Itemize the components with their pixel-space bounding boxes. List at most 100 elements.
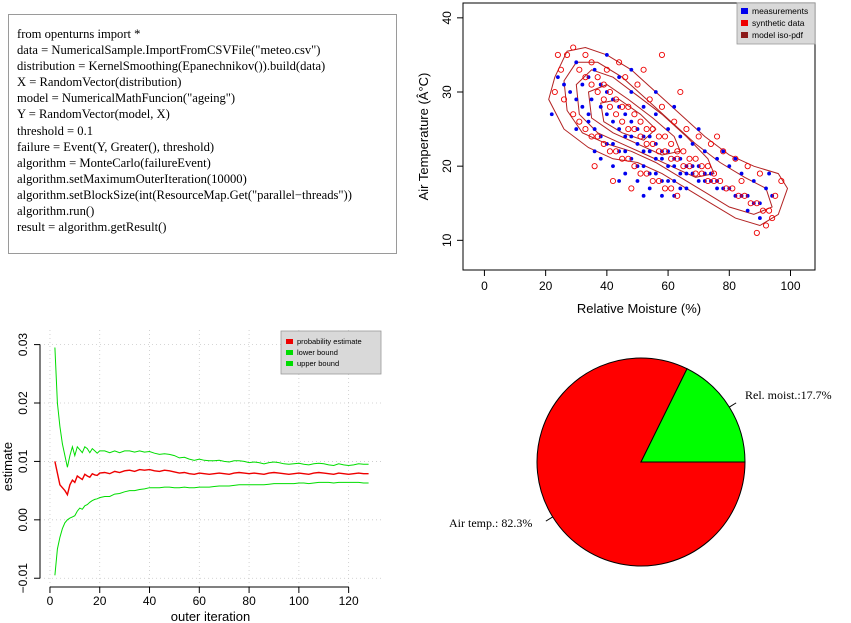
measurement-point: [586, 119, 591, 124]
legend-label: probability estimate: [297, 337, 362, 346]
synthetic-data-point: [658, 103, 666, 110]
measurement-point: [666, 164, 670, 169]
synthetic-data-point: [588, 133, 595, 140]
synthetic-data-point: [582, 74, 589, 81]
synthetic-data-point: [677, 88, 684, 96]
measurement-point: [764, 186, 768, 191]
synthetic-data-point: [692, 170, 699, 177]
measurement-point: [690, 142, 695, 146]
measurement-point: [678, 171, 683, 176]
iso-pdf-contour: [587, 84, 681, 156]
synthetic-data-point: [772, 192, 779, 199]
synthetic-data-point: [594, 88, 601, 96]
measurement-point: [758, 216, 762, 220]
measurement-point: [653, 112, 658, 117]
measurement-point: [592, 127, 597, 131]
code-line: distribution = KernelSmoothing(Epanechni…: [17, 59, 326, 74]
y-tick-label: 0.01: [16, 449, 30, 473]
y-tick-label: 40: [440, 11, 454, 25]
code-line: Y = RandomVector(model, X): [17, 107, 170, 122]
synthetic-data-point: [619, 103, 626, 110]
synthetic-data-point: [741, 192, 748, 199]
legend-swatch: [286, 350, 293, 355]
synthetic-data-point: [625, 103, 632, 110]
x-tick-label: 60: [661, 279, 675, 293]
measurement-point: [672, 164, 677, 169]
legend-box: [280, 330, 382, 375]
synthetic-data-point: [766, 207, 773, 214]
synthetic-data-point: [643, 126, 650, 133]
synthetic-data-point: [640, 66, 647, 73]
legend-box: [736, 2, 816, 45]
measurement-point: [647, 134, 652, 139]
synthetic-data-point: [606, 103, 613, 110]
synthetic-data-point: [674, 148, 681, 155]
synthetic-data-point: [762, 222, 770, 229]
code-line: model = NumericalMathFuncion("ageing"): [17, 91, 236, 106]
synthetic-data-point: [588, 59, 595, 66]
measurement-point: [721, 149, 726, 154]
measurement-point: [653, 156, 658, 161]
measurement-point: [580, 104, 585, 109]
synthetic-data-point: [686, 163, 693, 170]
synthetic-data-point: [634, 81, 641, 88]
measurement-point: [623, 171, 628, 176]
x-tick-label: 20: [539, 279, 553, 293]
synthetic-data-point: [554, 51, 561, 58]
synthetic-data-point: [744, 163, 751, 170]
scatter-y-axis: 10 20 30 40 Air Temperature (Â°C): [416, 11, 464, 247]
x-tick-label: 0: [481, 279, 488, 293]
synthetic-data-point: [680, 163, 687, 170]
code-panel: from openturns import * data = NumericalS…: [8, 14, 397, 254]
synthetic-data-point: [695, 133, 702, 140]
measurement-point: [635, 179, 640, 183]
synthetic-data-point: [557, 66, 564, 73]
synthetic-data-point: [576, 66, 583, 73]
y-axis-title: estimate: [0, 442, 15, 491]
measurement-point: [604, 53, 609, 57]
measurement-point: [598, 156, 603, 161]
scatter-x-axis: 0 20 40 60 80 100 Relative Moisture (%): [481, 269, 801, 316]
synthetic-data-point: [625, 155, 632, 162]
synthetic-data-point: [603, 66, 610, 73]
synthetic-data-point: [759, 207, 767, 214]
y-tick-label: 0.00: [16, 508, 30, 532]
iso-pdf-contours: [548, 46, 789, 227]
legend-swatch: [286, 339, 293, 344]
convergence-y-axis: −0.01 0.00 0.01 0.02 0.03 estimate: [0, 333, 41, 593]
synthetic-data-point: [594, 74, 601, 81]
iso-pdf-contour: [548, 46, 789, 227]
upper-bound-line: [54, 347, 369, 468]
code-listing: from openturns import * data = NumericalS…: [17, 26, 352, 235]
y-axis-title: Air Temperature (Â°C): [416, 73, 431, 201]
code-line: data = NumericalSample.ImportFromCSVFile…: [17, 43, 321, 58]
synthetic-data-point: [564, 51, 571, 58]
pie-label-leader: [729, 402, 737, 408]
synthetic-data-point: [683, 126, 690, 133]
code-line: result = algorithm.getResult(): [17, 220, 167, 235]
synthetic-data-point: [674, 192, 681, 199]
synthetic-data-point: [646, 96, 653, 103]
legend-label: synthetic data: [752, 18, 805, 28]
synthetic-data-point: [710, 177, 718, 185]
iso-pdf-contour: [600, 98, 657, 141]
synthetic-data-point: [594, 133, 601, 140]
synthetic-data-point: [582, 126, 589, 133]
legend-swatch: [741, 32, 748, 38]
measurement-point: [666, 179, 670, 183]
measurement-point: [617, 179, 622, 183]
synthetic-data-point: [692, 155, 699, 162]
y-tick-label: 10: [440, 233, 454, 247]
measurement-point: [623, 149, 628, 154]
synthetic-data-point: [747, 200, 754, 207]
synthetic-data-point: [637, 133, 644, 140]
code-line: failure = Event(Y, Greater(), threshold): [17, 139, 215, 154]
measurement-point: [623, 134, 628, 139]
x-tick-label: 40: [600, 279, 614, 293]
synthetic-data-point: [616, 59, 623, 66]
synthetic-data-point: [658, 51, 666, 58]
measurement-point: [660, 156, 664, 161]
measurement-point: [696, 179, 701, 183]
legend-swatch: [286, 361, 293, 366]
measurement-point: [727, 164, 732, 169]
